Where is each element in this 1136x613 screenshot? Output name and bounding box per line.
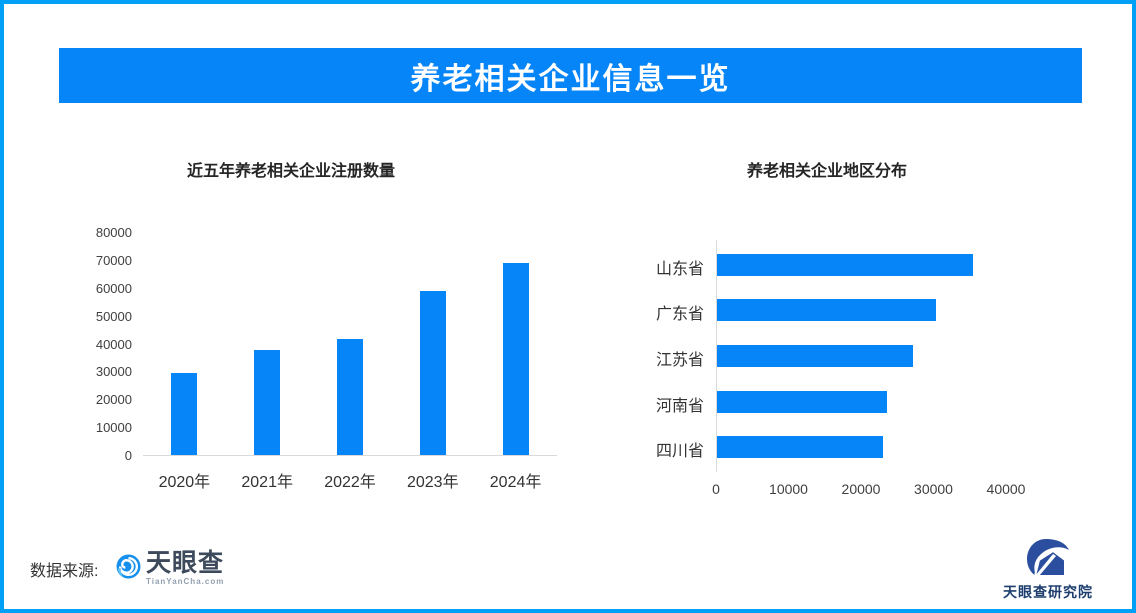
registration-bar-2024年 — [502, 262, 529, 455]
registration-bar-2020年 — [171, 372, 198, 455]
y-axis-tick-label: 50000 — [95, 308, 132, 324]
y-category-label: 广东省 — [655, 306, 704, 324]
tianyancha-research-logo: 天眼查研究院 — [998, 538, 1098, 602]
registrations-chart-title: 近五年养老相关企业注册数量 — [186, 163, 395, 180]
y-category-label: 河南省 — [655, 397, 704, 415]
region-chart-title: 养老相关企业地区分布 — [746, 163, 907, 180]
y-axis-line — [716, 240, 717, 472]
x-axis-tick-label: 10000 — [769, 481, 808, 497]
x-axis-tick-label: 0 — [712, 481, 720, 497]
research-logo-text: 天眼查研究院 — [1003, 584, 1093, 600]
research-swoosh-icon — [1027, 539, 1069, 577]
region-bar-广东省 — [717, 299, 936, 322]
tianyancha-logo-text: 天眼查 — [146, 549, 225, 577]
title-banner: 养老相关企业信息一览 — [59, 48, 1082, 103]
x-axis-tick-label: 30000 — [914, 481, 953, 497]
tianyancha-eye-icon — [116, 554, 141, 579]
y-category-label: 山东省 — [655, 260, 704, 278]
data-source-label: 数据来源: — [30, 563, 99, 580]
y-axis-tick-label: 40000 — [95, 336, 132, 352]
y-axis-tick-label: 10000 — [95, 420, 132, 436]
x-axis-line — [143, 455, 557, 456]
y-axis-tick-label: 60000 — [95, 280, 132, 296]
x-category-label: 2024年 — [489, 474, 542, 491]
registration-bar-2023年 — [419, 291, 446, 455]
tianyancha-logo: 天眼查 TianYanCha.com — [116, 551, 224, 586]
tianyancha-logo-subtext: TianYanCha.com — [146, 577, 225, 586]
registration-bar-2022年 — [337, 339, 363, 455]
y-axis-tick-label: 20000 — [95, 392, 132, 408]
y-axis-tick-label: 30000 — [95, 364, 132, 380]
x-category-label: 2023年 — [406, 474, 459, 491]
region-bar-江苏省 — [717, 345, 914, 367]
y-category-label: 四川省 — [655, 443, 704, 461]
x-axis-tick-label: 40000 — [986, 481, 1026, 497]
y-axis-tick-label: 70000 — [95, 252, 132, 268]
x-axis-tick-label: 20000 — [841, 481, 881, 497]
region-bar-山东省 — [717, 253, 973, 276]
y-axis-tick-label: 0 — [124, 448, 132, 463]
region-bar-河南省 — [717, 390, 888, 413]
y-category-label: 江苏省 — [655, 352, 704, 369]
x-category-label: 2021年 — [241, 474, 293, 491]
region-bar-四川省 — [717, 436, 884, 459]
page-title: 养老相关企业信息一览 — [410, 62, 731, 96]
registration-bar-2021年 — [254, 350, 281, 455]
x-category-label: 2020年 — [158, 474, 211, 491]
y-axis-tick-label: 80000 — [95, 225, 132, 240]
x-category-label: 2022年 — [324, 474, 376, 491]
